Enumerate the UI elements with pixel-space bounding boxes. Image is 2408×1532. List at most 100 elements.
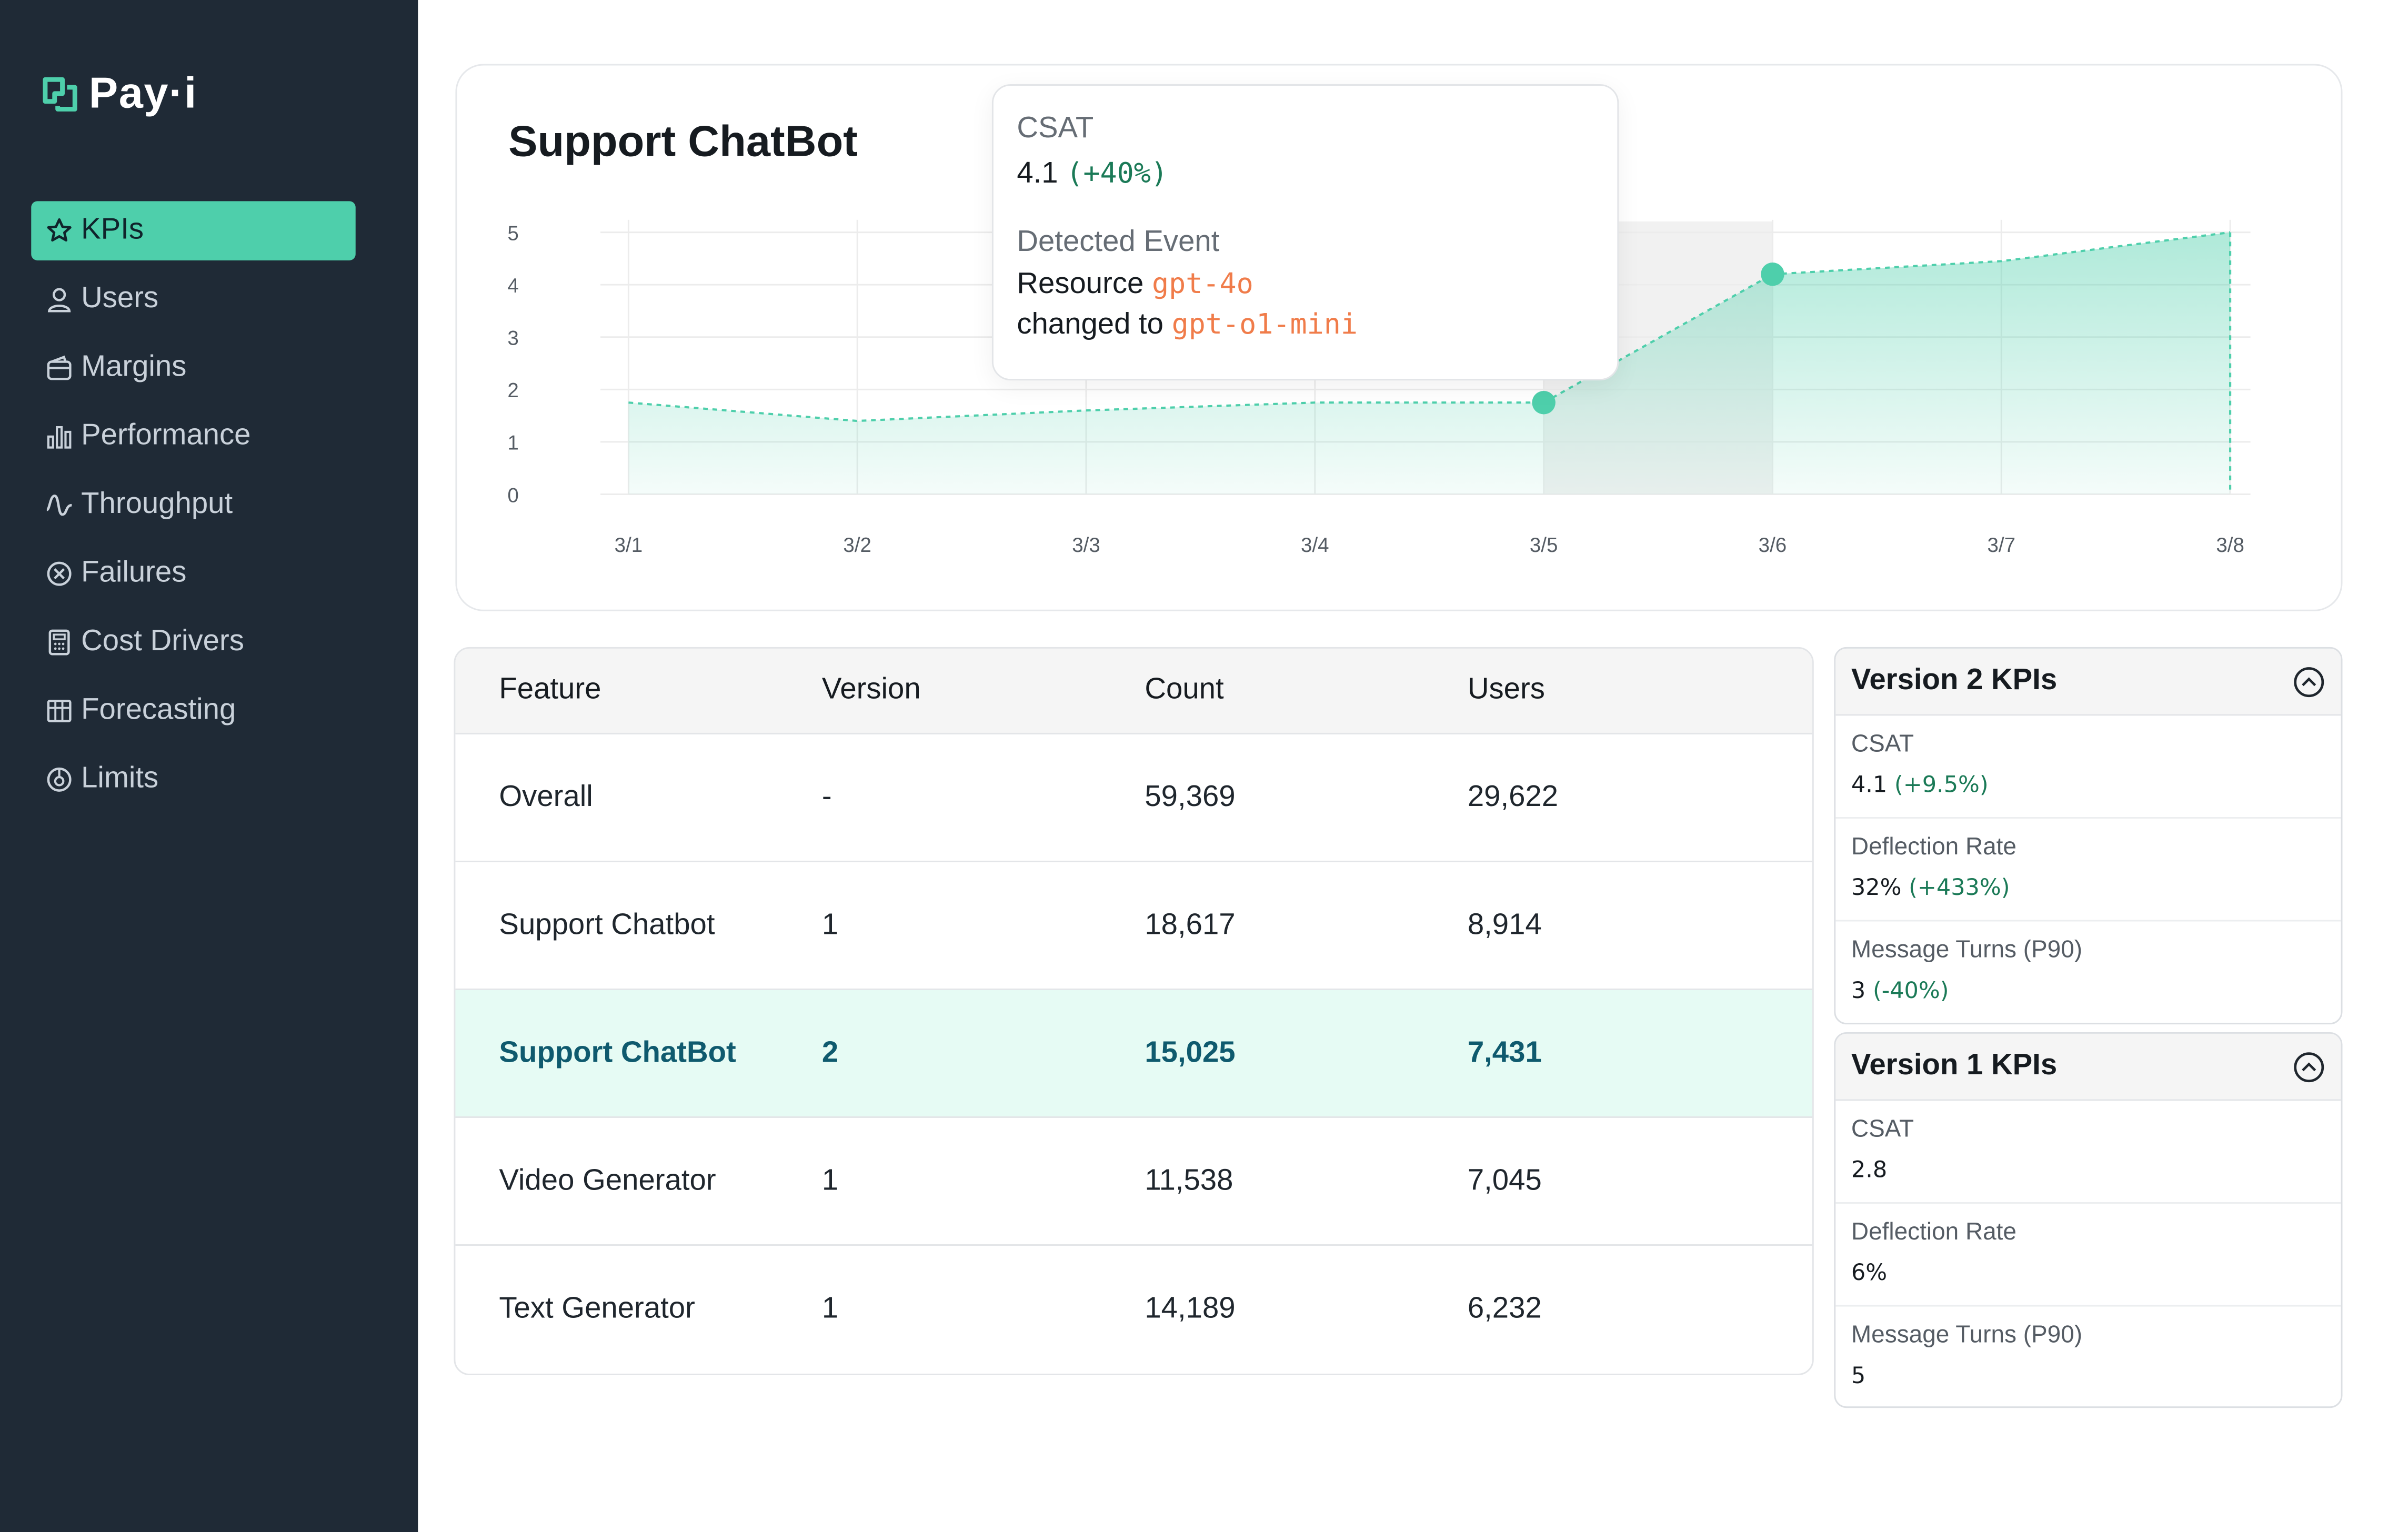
sidebar-item-cost-drivers[interactable]: Cost Drivers — [31, 613, 355, 672]
bar-chart-icon — [47, 426, 72, 449]
cell-users: 6,232 — [1467, 1292, 1542, 1326]
y-tick-label: 2 — [507, 379, 518, 402]
cell-feature: Overall — [499, 780, 593, 813]
sidebar-item-label: Cost Drivers — [81, 625, 244, 658]
cell-feature: Support Chatbot — [499, 908, 715, 941]
chart-card: 0 1 2 3 4 5 3/1 3/2 3/3 3/4 3/5 3/6 3/7 3/8 Support C… — [455, 64, 2344, 612]
series-line — [628, 231, 2231, 422]
kpi-label: CSAT — [1851, 731, 1914, 758]
kpi-label: Message Turns (P90) — [1851, 937, 2083, 964]
cell-users: 29,622 — [1467, 780, 1559, 813]
table-row[interactable]: Overall - 59,369 29,622 — [455, 734, 1812, 862]
kpi-label: Deflection Rate — [1851, 1219, 2017, 1246]
x-tick-label: 3/6 — [1759, 534, 1787, 557]
data-point[interactable] — [1761, 263, 1784, 286]
tooltip-metric-value-row: 4.1 (+40%) — [1017, 157, 1594, 192]
gauge-icon — [47, 767, 72, 792]
cell-count: 14,189 — [1145, 1292, 1236, 1326]
cell-feature: Support ChatBot — [499, 1036, 736, 1069]
x-tick-label: 3/4 — [1301, 534, 1329, 557]
kpi-value: 5 — [1851, 1364, 1866, 1389]
feature-table: Feature Version Count Users Overall - 59… — [454, 647, 1814, 1375]
cell-count: 15,025 — [1145, 1036, 1236, 1069]
grid-icon — [47, 699, 72, 722]
cell-feature: Text Generator — [499, 1292, 695, 1326]
x-tick-label: 3/7 — [1988, 534, 2016, 557]
cell-feature: Video Generator — [499, 1164, 716, 1197]
calculator-icon — [48, 629, 70, 656]
version-2-kpis-header[interactable]: Version 2 KPIs — [1835, 648, 2341, 716]
table-header: Feature Version Count Users — [455, 648, 1812, 734]
cell-count: 59,369 — [1145, 780, 1236, 813]
cell-users: 7,431 — [1467, 1036, 1542, 1069]
sidebar-item-label: Users — [81, 282, 159, 315]
version-1-kpis-header[interactable]: Version 1 KPIs — [1835, 1033, 2341, 1101]
header-version[interactable]: Version — [821, 673, 921, 707]
series-area — [628, 232, 2231, 495]
sidebar-item-failures[interactable]: Failures — [31, 544, 355, 603]
tooltip-event-label: Detected Event — [1017, 226, 1220, 259]
kpi-value: 6% — [1851, 1261, 1888, 1287]
cell-version: 2 — [821, 1036, 839, 1069]
x-tick-label: 3/8 — [2216, 534, 2244, 557]
kpi-label: Message Turns (P90) — [1851, 1322, 2083, 1349]
x-tick-label: 3/2 — [843, 534, 871, 557]
y-tick-label: 1 — [507, 432, 518, 455]
kpi-value: 2.8 — [1851, 1158, 1888, 1184]
data-point[interactable] — [1532, 390, 1556, 415]
csat-area-chart[interactable]: 0 1 2 3 4 5 3/1 3/2 3/3 3/4 3/5 3/6 3/7 3/8 — [457, 65, 2344, 612]
collapse-chevron-up-icon[interactable] — [2293, 1050, 2325, 1083]
x-tick-label: 3/1 — [615, 534, 643, 557]
chart-title: Support ChatBot — [508, 117, 858, 166]
sidebar-item-users[interactable]: Users — [31, 270, 355, 329]
cell-count: 18,617 — [1145, 908, 1236, 941]
table-row[interactable]: Support Chatbot 1 18,617 8,914 — [455, 862, 1812, 990]
sidebar-item-forecasting[interactable]: Forecasting — [31, 681, 355, 741]
version-2-kpis-title: Version 2 KPIs — [1851, 664, 2058, 697]
cell-version: 1 — [821, 1292, 839, 1326]
logo[interactable]: Pay·i — [41, 68, 197, 118]
cell-users: 7,045 — [1467, 1164, 1542, 1197]
kpi-value-row: 32% (+433%) — [1851, 876, 2325, 901]
wallet-icon — [47, 355, 72, 380]
x-circle-icon — [47, 561, 72, 586]
table-row[interactable]: Video Generator 1 11,538 7,045 — [455, 1118, 1812, 1246]
sidebar: Pay·i KPIs Users Margins Performance Thr… — [0, 0, 418, 1532]
sidebar-item-label: Throughput — [81, 488, 233, 521]
tooltip-event-line-2: changed to gpt-o1-mini — [1017, 308, 1594, 342]
kpi-delta: (-40%) — [1872, 979, 1949, 1004]
header-feature[interactable]: Feature — [499, 673, 601, 707]
tooltip-changed-prefix: changed to — [1017, 308, 1164, 342]
kpi-row-deflection-rate: Deflection Rate 6% — [1835, 1204, 2341, 1307]
y-tick-label: 4 — [507, 275, 518, 297]
cell-version: 1 — [821, 1164, 839, 1197]
sidebar-item-margins[interactable]: Margins — [31, 338, 355, 398]
x-tick-label: 3/3 — [1072, 534, 1100, 557]
kpi-row-deflection-rate: Deflection Rate 32% (+433%) — [1835, 819, 2341, 922]
y-tick-label: 5 — [507, 222, 518, 245]
tooltip-old-model: gpt-4o — [1152, 268, 1253, 301]
kpi-value: 32% — [1851, 876, 1902, 902]
sidebar-item-kpis[interactable]: KPIs — [31, 201, 356, 260]
kpi-value: 3 — [1851, 979, 1866, 1004]
sidebar-item-label: Forecasting — [81, 693, 236, 727]
version-1-kpis-title: Version 1 KPIs — [1851, 1049, 2058, 1082]
header-count[interactable]: Count — [1145, 673, 1224, 707]
payi-logo-icon — [43, 76, 77, 111]
user-icon — [47, 288, 71, 313]
sidebar-item-performance[interactable]: Performance — [31, 407, 355, 467]
y-tick-label: 3 — [507, 327, 518, 350]
kpi-row-csat: CSAT 4.1 (+9.5%) — [1835, 715, 2341, 819]
header-users[interactable]: Users — [1467, 673, 1545, 707]
sidebar-item-label: Limits — [81, 762, 159, 795]
pulse-icon — [46, 495, 72, 516]
collapse-chevron-up-icon[interactable] — [2293, 665, 2325, 698]
kpi-row-message-turns: Message Turns (P90) 3 (-40%) — [1835, 922, 2341, 1023]
sidebar-nav: KPIs Users Margins Performance Throughpu… — [31, 201, 356, 819]
table-row[interactable]: Text Generator 1 14,189 6,232 — [455, 1246, 1812, 1374]
table-row-selected[interactable]: Support ChatBot 2 15,025 7,431 — [455, 990, 1812, 1118]
kpi-label: Deflection Rate — [1851, 834, 2017, 861]
sidebar-item-throughput[interactable]: Throughput — [31, 476, 355, 535]
sidebar-item-limits[interactable]: Limits — [31, 750, 355, 810]
sidebar-item-label: Failures — [81, 557, 187, 590]
